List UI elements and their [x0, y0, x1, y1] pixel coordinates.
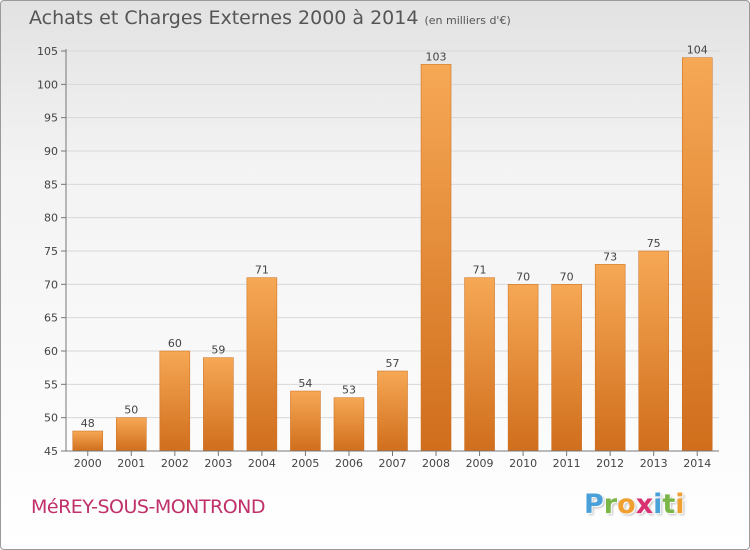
value-labels: 48 50 60 59 71 54 53 57 103 71 70 70 73 75 104	[81, 44, 708, 430]
bar	[116, 417, 147, 452]
y-tick-label: 100	[37, 78, 58, 91]
bar	[377, 370, 408, 452]
bar	[203, 357, 234, 452]
bar-value-label: 54	[298, 377, 312, 390]
y-tick-label: 65	[44, 312, 58, 325]
commune-name: MéREY-SOUS-MONTROND	[31, 496, 266, 518]
bar-value-label: 48	[81, 417, 95, 430]
x-tick-label: 2013	[640, 457, 668, 470]
bar	[246, 277, 278, 452]
bar-value-label: 60	[168, 337, 182, 350]
x-tick-label: 2005	[291, 457, 319, 470]
x-tick-label: 2000	[74, 457, 102, 470]
chart-subtitle: (en milliers d'€)	[424, 14, 511, 27]
bar-value-label: 59	[211, 344, 225, 357]
logo-letter: x	[635, 489, 654, 520]
y-tick-label: 75	[44, 245, 58, 258]
logo-letter: r	[603, 489, 618, 520]
bar	[638, 250, 669, 452]
bar-value-label: 104	[687, 44, 708, 57]
bar-value-label: 71	[473, 264, 487, 277]
bars	[72, 57, 713, 452]
y-tick-label: 70	[44, 278, 58, 291]
y-tick-label: 50	[44, 412, 58, 425]
x-tick-label: 2008	[422, 457, 450, 470]
bar	[420, 64, 452, 452]
x-tick-label: 2012	[596, 457, 624, 470]
bar	[159, 350, 191, 452]
x-tick-label: 2007	[379, 457, 407, 470]
chart-title: Achats et Charges Externes 2000 à 2014 (e…	[29, 7, 511, 29]
y-tick-label: 90	[44, 145, 58, 158]
logo-letter: t	[662, 489, 676, 520]
title-text: Achats et Charges Externes 2000 à 2014	[29, 7, 419, 29]
y-tick-label: 60	[44, 345, 58, 358]
bar	[681, 57, 713, 452]
y-tick-label: 85	[44, 178, 58, 191]
x-tick-label: 2014	[683, 457, 711, 470]
bar-value-label: 70	[516, 270, 530, 283]
logo-letter: o	[617, 489, 636, 520]
bar-value-label: 50	[124, 404, 138, 417]
y-tick-label: 95	[44, 112, 58, 125]
bar-value-label: 70	[560, 270, 574, 283]
bar	[507, 284, 539, 452]
y-tick-label: 105	[37, 45, 58, 58]
bar-value-label: 71	[255, 264, 269, 277]
bar-value-label: 53	[342, 384, 356, 397]
y-tick-label: 80	[44, 212, 58, 225]
bar	[551, 284, 582, 452]
x-tick-label: 2009	[466, 457, 494, 470]
logo-letter: i	[653, 489, 663, 520]
y-tick-label: 55	[44, 378, 58, 391]
x-tick-label: 2002	[161, 457, 189, 470]
x-tick-label: 2006	[335, 457, 363, 470]
bar	[464, 277, 495, 452]
bar	[594, 264, 626, 452]
bar-value-label: 103	[426, 50, 447, 63]
x-tick-label: 2001	[117, 457, 145, 470]
y-tick-label: 45	[44, 445, 58, 458]
bar-value-label: 73	[603, 250, 617, 263]
bar	[333, 397, 365, 452]
proxiti-logo: Proxiti	[584, 489, 685, 520]
x-tick-label: 2011	[553, 457, 581, 470]
x-tick-label: 2010	[509, 457, 537, 470]
axes: 45 50 55 60 65 70 75 80 85 90 95 100 105 2000 2001 2002…	[37, 45, 719, 470]
bar-value-label: 75	[647, 237, 661, 250]
bar	[290, 390, 321, 452]
logo-letter: P	[584, 489, 604, 520]
bar-value-label: 57	[386, 357, 400, 370]
bar	[72, 430, 104, 452]
logo-letter: i	[675, 489, 685, 520]
x-tick-label: 2004	[248, 457, 276, 470]
x-tick-label: 2003	[204, 457, 232, 470]
